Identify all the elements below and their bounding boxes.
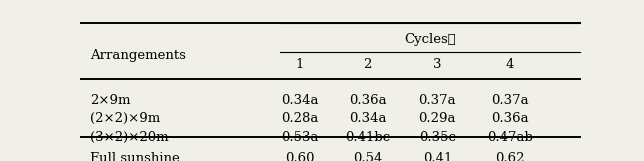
Text: 0.35c: 0.35c [419, 131, 456, 144]
Text: 0.34a: 0.34a [349, 112, 386, 125]
Text: Arrangements: Arrangements [90, 49, 186, 62]
Text: (3×2)×20m: (3×2)×20m [90, 131, 169, 144]
Text: 0.53a: 0.53a [281, 131, 319, 144]
Text: 4: 4 [506, 58, 514, 71]
Text: 0.62: 0.62 [495, 152, 524, 161]
Text: 2: 2 [363, 58, 372, 71]
Text: (2×2)×9m: (2×2)×9m [90, 112, 161, 125]
Text: 0.54: 0.54 [353, 152, 382, 161]
Text: 0.29a: 0.29a [419, 112, 456, 125]
Text: 0.36a: 0.36a [491, 112, 529, 125]
Text: 0.36a: 0.36a [348, 94, 386, 107]
Text: 0.47ab: 0.47ab [487, 131, 533, 144]
Text: 2×9m: 2×9m [90, 94, 131, 107]
Text: Cycles★: Cycles★ [404, 33, 456, 46]
Text: 0.41: 0.41 [422, 152, 452, 161]
Text: Full sunshine: Full sunshine [90, 152, 180, 161]
Text: 3: 3 [433, 58, 442, 71]
Text: 0.41bc: 0.41bc [345, 131, 390, 144]
Text: 0.37a: 0.37a [419, 94, 456, 107]
Text: 0.34a: 0.34a [281, 94, 319, 107]
Text: 0.37a: 0.37a [491, 94, 529, 107]
Text: 0.28a: 0.28a [281, 112, 319, 125]
Text: 0.60: 0.60 [285, 152, 315, 161]
Text: 1: 1 [296, 58, 305, 71]
